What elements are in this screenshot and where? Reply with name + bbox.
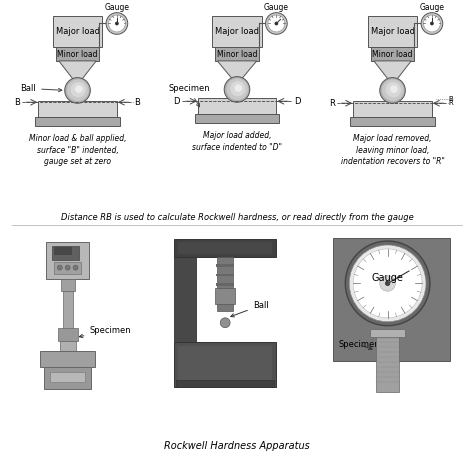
FancyBboxPatch shape bbox=[46, 242, 89, 280]
Circle shape bbox=[106, 13, 128, 34]
Circle shape bbox=[382, 79, 404, 101]
FancyBboxPatch shape bbox=[176, 380, 274, 387]
Circle shape bbox=[220, 318, 230, 328]
FancyBboxPatch shape bbox=[38, 101, 117, 117]
FancyBboxPatch shape bbox=[376, 333, 400, 392]
FancyBboxPatch shape bbox=[216, 274, 234, 276]
Circle shape bbox=[224, 77, 250, 102]
Text: B: B bbox=[15, 98, 20, 107]
Text: B: B bbox=[449, 96, 454, 102]
FancyBboxPatch shape bbox=[198, 98, 276, 114]
FancyBboxPatch shape bbox=[216, 283, 234, 286]
Text: Specimen: Specimen bbox=[338, 341, 380, 350]
Circle shape bbox=[421, 13, 443, 34]
Text: Gauge: Gauge bbox=[419, 3, 445, 11]
Polygon shape bbox=[59, 61, 96, 78]
Text: Gauge: Gauge bbox=[372, 274, 403, 284]
Circle shape bbox=[386, 82, 401, 97]
FancyBboxPatch shape bbox=[54, 262, 82, 274]
FancyBboxPatch shape bbox=[178, 347, 273, 380]
FancyBboxPatch shape bbox=[371, 47, 414, 61]
Text: Major load: Major load bbox=[371, 27, 415, 36]
Text: Minor load: Minor load bbox=[57, 50, 98, 58]
Circle shape bbox=[71, 82, 86, 97]
Circle shape bbox=[353, 249, 422, 318]
Circle shape bbox=[268, 15, 285, 32]
Text: D: D bbox=[173, 97, 180, 106]
Circle shape bbox=[345, 241, 430, 326]
Circle shape bbox=[390, 85, 398, 93]
FancyBboxPatch shape bbox=[58, 328, 78, 341]
FancyBboxPatch shape bbox=[174, 342, 276, 387]
Circle shape bbox=[227, 78, 248, 100]
Circle shape bbox=[235, 84, 242, 92]
Text: Minor load & ball applied,
surface "B" indented,
gauge set at zero: Minor load & ball applied, surface "B" i… bbox=[29, 134, 126, 166]
FancyBboxPatch shape bbox=[50, 372, 85, 382]
Circle shape bbox=[423, 15, 440, 32]
FancyBboxPatch shape bbox=[174, 239, 276, 257]
FancyBboxPatch shape bbox=[61, 280, 74, 291]
FancyBboxPatch shape bbox=[353, 101, 432, 117]
Text: B: B bbox=[135, 98, 140, 107]
Text: Major load: Major load bbox=[55, 27, 100, 36]
Circle shape bbox=[265, 13, 287, 34]
Text: Specimen: Specimen bbox=[79, 325, 131, 338]
Text: Gauge: Gauge bbox=[104, 3, 129, 11]
Text: Ball: Ball bbox=[231, 301, 268, 317]
Circle shape bbox=[75, 85, 82, 93]
FancyBboxPatch shape bbox=[40, 351, 95, 367]
Text: Specimen: Specimen bbox=[168, 84, 210, 107]
Circle shape bbox=[57, 265, 62, 270]
Circle shape bbox=[230, 81, 246, 96]
Polygon shape bbox=[374, 61, 411, 78]
FancyBboxPatch shape bbox=[174, 254, 196, 342]
Circle shape bbox=[349, 245, 426, 322]
Circle shape bbox=[109, 15, 125, 32]
Text: Ball: Ball bbox=[20, 84, 62, 93]
Text: R: R bbox=[449, 100, 454, 106]
Circle shape bbox=[73, 265, 78, 270]
Polygon shape bbox=[217, 61, 257, 78]
Text: Major load removed,
leaving minor load,
indentation recovers to "R": Major load removed, leaving minor load, … bbox=[341, 134, 445, 166]
Text: Distance RB is used to calculate Rockwell hardness, or read directly from the ga: Distance RB is used to calculate Rockwel… bbox=[61, 213, 413, 222]
FancyBboxPatch shape bbox=[63, 291, 73, 333]
FancyBboxPatch shape bbox=[370, 329, 405, 336]
FancyBboxPatch shape bbox=[44, 367, 91, 389]
FancyBboxPatch shape bbox=[54, 247, 72, 255]
FancyBboxPatch shape bbox=[212, 16, 262, 47]
FancyBboxPatch shape bbox=[368, 16, 417, 47]
Circle shape bbox=[380, 78, 405, 103]
Text: Minor load: Minor load bbox=[372, 50, 413, 58]
Circle shape bbox=[431, 22, 433, 25]
FancyBboxPatch shape bbox=[215, 288, 235, 304]
FancyBboxPatch shape bbox=[334, 238, 450, 361]
FancyBboxPatch shape bbox=[215, 47, 259, 61]
FancyBboxPatch shape bbox=[53, 16, 102, 47]
Text: Major load: Major load bbox=[215, 27, 259, 36]
Circle shape bbox=[386, 281, 390, 285]
FancyBboxPatch shape bbox=[56, 47, 99, 61]
Text: Gauge: Gauge bbox=[264, 3, 289, 11]
Text: R: R bbox=[329, 99, 336, 108]
Text: Rockwell Hardness Apparatus: Rockwell Hardness Apparatus bbox=[164, 441, 310, 451]
Text: D: D bbox=[294, 97, 301, 106]
FancyBboxPatch shape bbox=[217, 257, 233, 311]
FancyBboxPatch shape bbox=[52, 246, 80, 260]
Circle shape bbox=[65, 265, 70, 270]
Circle shape bbox=[380, 275, 395, 291]
Text: Major load added,
surface indented to "D": Major load added, surface indented to "D… bbox=[192, 131, 282, 151]
FancyBboxPatch shape bbox=[350, 117, 435, 126]
FancyBboxPatch shape bbox=[178, 242, 273, 254]
Circle shape bbox=[67, 79, 89, 101]
Circle shape bbox=[275, 22, 278, 25]
FancyBboxPatch shape bbox=[60, 341, 75, 351]
FancyBboxPatch shape bbox=[35, 117, 120, 126]
Circle shape bbox=[116, 22, 118, 25]
Circle shape bbox=[65, 78, 91, 103]
Text: Minor load: Minor load bbox=[217, 50, 257, 58]
FancyBboxPatch shape bbox=[216, 263, 234, 267]
FancyBboxPatch shape bbox=[195, 114, 279, 123]
